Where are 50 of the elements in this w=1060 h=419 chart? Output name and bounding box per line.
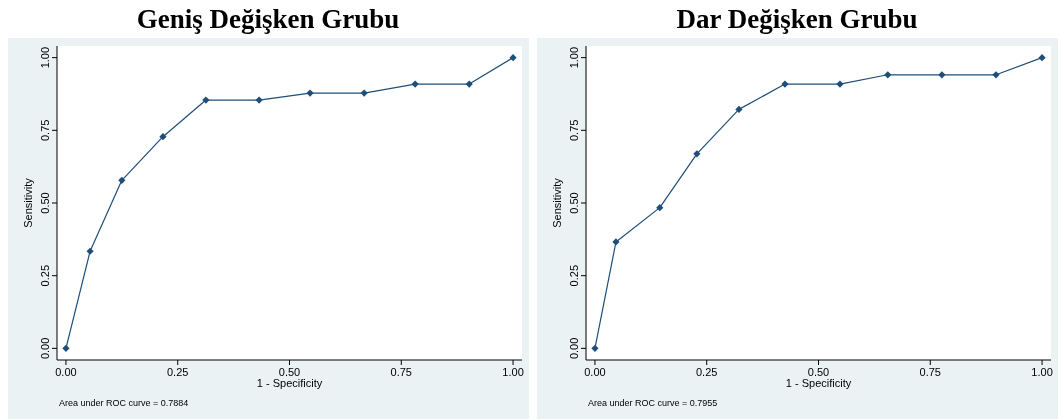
y-tick-label: 0.75	[39, 119, 51, 142]
point	[591, 344, 599, 352]
point	[938, 71, 946, 79]
y-tick-label: 0.00	[39, 337, 51, 360]
point	[884, 71, 892, 79]
x-tick-label: 0.25	[696, 366, 718, 378]
point	[656, 204, 664, 212]
x-tick-label: 0.00	[55, 366, 77, 378]
y-axis-title: Sensitivity	[22, 177, 34, 228]
chart-title: Dar Değişken Grubu	[676, 4, 918, 34]
point	[118, 176, 126, 184]
y-tick-label: 0.50	[568, 192, 580, 214]
point	[202, 96, 210, 104]
point	[255, 96, 263, 104]
y-tick-label: 0.00	[568, 337, 580, 360]
x-tick-label: 1.00	[1031, 366, 1053, 378]
point	[306, 89, 314, 97]
x-tick-label: 0.50	[807, 366, 830, 378]
x-tick-label: 0.50	[278, 366, 301, 378]
y-tick-label: 1.00	[568, 46, 580, 69]
point	[509, 54, 517, 62]
point	[86, 247, 94, 255]
point	[693, 150, 701, 158]
point	[836, 80, 844, 88]
y-axis-title: Sensitivity	[551, 177, 563, 228]
point	[781, 80, 789, 88]
y-tick-label: 0.50	[39, 192, 51, 214]
point	[1038, 54, 1046, 62]
point	[735, 105, 743, 113]
y-tick-label: 0.25	[39, 264, 51, 287]
chart-title: Geniş Değişken Grubu	[136, 4, 400, 34]
y-tick-label: 0.75	[568, 119, 580, 142]
point	[612, 238, 620, 246]
point	[411, 80, 419, 88]
point	[465, 80, 473, 88]
point	[159, 133, 167, 141]
point	[992, 71, 1000, 79]
text: Area under ROC curve = 0.7884	[59, 398, 189, 408]
point	[62, 344, 70, 352]
x-axis-title: 1 - Specificity	[256, 377, 323, 389]
x-tick-label: 0.75	[390, 366, 412, 378]
text: Area under ROC curve = 0.7955	[588, 398, 718, 408]
x-tick-label: 0.00	[584, 366, 606, 378]
point	[360, 89, 368, 97]
x-axis-title: 1 - Specificity	[785, 377, 852, 389]
y-tick-label: 0.25	[568, 264, 580, 287]
x-tick-label: 1.00	[502, 366, 524, 378]
y-tick-label: 1.00	[39, 46, 51, 69]
x-tick-label: 0.25	[167, 366, 189, 378]
x-tick-label: 0.75	[919, 366, 941, 378]
